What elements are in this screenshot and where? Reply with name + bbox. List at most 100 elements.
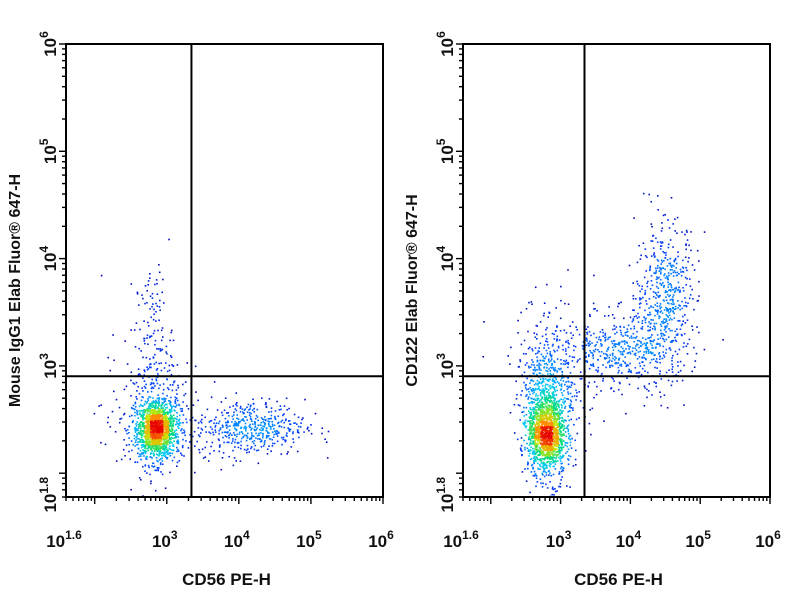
event-dot bbox=[171, 430, 173, 433]
event-dot bbox=[268, 445, 270, 447]
event-dot bbox=[249, 408, 251, 410]
event-dot bbox=[161, 460, 164, 462]
event-dot bbox=[138, 413, 141, 416]
event-dot bbox=[171, 429, 174, 431]
event-dot bbox=[134, 346, 137, 348]
event-dot bbox=[155, 429, 157, 431]
event-dot bbox=[631, 350, 634, 353]
event-dot bbox=[558, 417, 560, 420]
event-dot bbox=[172, 414, 175, 416]
event-dot bbox=[509, 411, 512, 414]
event-dot bbox=[540, 412, 542, 415]
event-dot bbox=[664, 290, 667, 292]
event-dot bbox=[164, 450, 166, 452]
event-dot bbox=[696, 326, 698, 328]
event-dot bbox=[174, 400, 176, 403]
event-dot bbox=[232, 438, 234, 440]
event-dot bbox=[560, 419, 563, 422]
event-dot bbox=[674, 218, 676, 220]
event-dot bbox=[151, 378, 153, 381]
event-dot bbox=[534, 444, 536, 447]
event-dot bbox=[174, 398, 177, 401]
event-dot bbox=[134, 414, 136, 417]
event-dot bbox=[540, 404, 543, 406]
event-dot bbox=[546, 444, 549, 447]
event-dot bbox=[154, 343, 156, 346]
event-dot bbox=[213, 422, 215, 425]
event-dot bbox=[550, 356, 553, 358]
event-dot bbox=[561, 424, 563, 426]
event-dot bbox=[554, 418, 556, 420]
event-dot bbox=[260, 446, 263, 448]
event-dot bbox=[653, 295, 655, 298]
event-dot bbox=[552, 415, 555, 417]
event-dot bbox=[164, 454, 167, 457]
event-dot bbox=[535, 460, 537, 462]
event-dot bbox=[673, 270, 676, 272]
event-dot bbox=[657, 277, 659, 280]
event-dot bbox=[130, 371, 133, 374]
event-dot bbox=[235, 424, 238, 427]
event-dot bbox=[173, 431, 175, 434]
event-dot bbox=[559, 330, 562, 332]
event-dot bbox=[538, 350, 541, 353]
event-dot bbox=[120, 417, 123, 420]
event-dot bbox=[527, 462, 529, 465]
event-dot bbox=[548, 413, 551, 415]
event-dot bbox=[234, 427, 236, 429]
event-dot bbox=[560, 479, 562, 481]
event-dot bbox=[538, 418, 540, 420]
event-dot bbox=[152, 438, 155, 441]
plot-frame bbox=[65, 43, 384, 498]
event-dot bbox=[552, 443, 555, 446]
event-dot bbox=[527, 461, 529, 464]
event-dot bbox=[155, 436, 158, 438]
event-dot bbox=[620, 331, 622, 334]
event-dot bbox=[647, 314, 649, 316]
event-dot bbox=[308, 429, 310, 432]
event-dot bbox=[246, 444, 249, 447]
event-dot bbox=[652, 247, 655, 249]
event-dot bbox=[539, 389, 541, 391]
event-dot bbox=[644, 370, 646, 372]
event-dot bbox=[145, 430, 147, 433]
event-dot bbox=[632, 295, 635, 297]
event-dot bbox=[628, 368, 630, 371]
event-dot bbox=[557, 445, 559, 447]
event-dot bbox=[695, 352, 698, 355]
event-dot bbox=[551, 446, 553, 448]
y-tick-label: 103 bbox=[37, 353, 60, 379]
event-dot bbox=[670, 266, 673, 268]
event-dot bbox=[155, 412, 158, 415]
event-dot bbox=[666, 308, 668, 310]
event-dot bbox=[137, 368, 140, 370]
event-dot bbox=[671, 363, 673, 366]
event-dot bbox=[619, 326, 622, 328]
event-dot bbox=[624, 356, 626, 358]
event-dot bbox=[164, 421, 166, 423]
event-dot bbox=[152, 412, 155, 415]
event-dot bbox=[545, 333, 547, 336]
event-dot bbox=[611, 342, 614, 345]
event-dot bbox=[159, 458, 162, 460]
event-dot bbox=[669, 308, 672, 310]
event-dot bbox=[665, 371, 668, 374]
event-dot bbox=[667, 281, 669, 283]
event-dot bbox=[613, 317, 616, 319]
y-tick-label: 104 bbox=[37, 245, 60, 271]
event-dot bbox=[267, 420, 269, 422]
event-dot bbox=[551, 364, 553, 367]
event-dot bbox=[198, 448, 200, 451]
event-dot bbox=[600, 351, 603, 353]
event-dot bbox=[237, 418, 240, 420]
event-dot bbox=[593, 350, 596, 353]
event-dot bbox=[162, 417, 165, 419]
event-dot bbox=[543, 462, 546, 464]
event-dot bbox=[164, 412, 167, 414]
event-dot bbox=[180, 429, 182, 432]
event-dot bbox=[545, 467, 548, 469]
event-dot bbox=[236, 423, 238, 425]
event-dot bbox=[268, 420, 271, 423]
event-dot bbox=[605, 353, 607, 355]
